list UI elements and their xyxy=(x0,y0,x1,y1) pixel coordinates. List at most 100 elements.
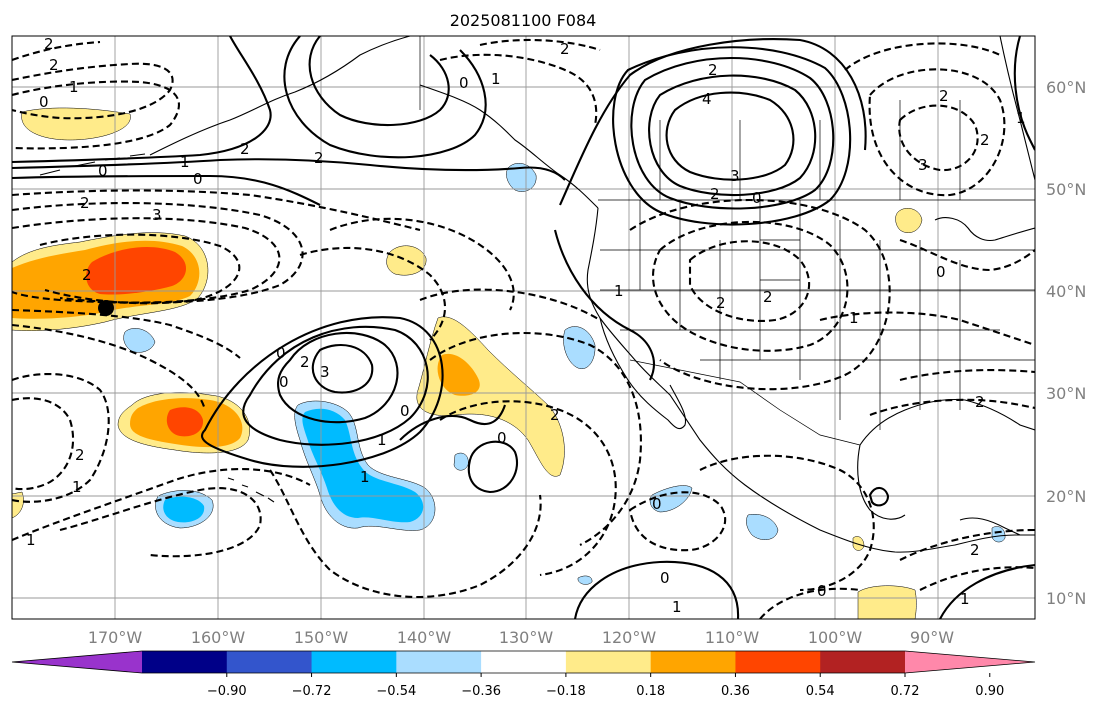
positive-contour xyxy=(311,343,374,394)
colorbar-segment xyxy=(142,651,228,673)
positive-contour xyxy=(283,36,487,159)
hawaii-islands xyxy=(227,477,275,503)
positive-contour xyxy=(467,440,519,494)
contour-label: 2 xyxy=(314,149,324,167)
contour-label: 2 xyxy=(710,185,720,203)
negative-anomaly-area xyxy=(577,575,593,585)
negative-contour xyxy=(919,566,1035,591)
longitude-label: 90°W xyxy=(910,628,954,647)
negative-contour xyxy=(12,201,304,304)
map-panel: 2 2 0 1 0 0 2 3 2 2 2 1 0 1 2 2 4 3 2 0 … xyxy=(12,35,1035,619)
positive-anomaly-area xyxy=(386,245,427,276)
negative-contour xyxy=(869,398,1035,416)
positive-anomaly-area xyxy=(86,247,187,295)
canada-east-coastline xyxy=(999,36,1035,181)
negative-anomaly-area xyxy=(563,326,596,370)
longitude-label: 100°W xyxy=(808,628,863,647)
negative-anomaly-area xyxy=(746,514,779,540)
negative-contour xyxy=(629,199,891,391)
contour-label: 0 xyxy=(936,263,946,281)
negative-anomaly-area xyxy=(302,408,424,523)
colorbar-ticks: −0.90 −0.72 −0.54 −0.36 −0.18 0.18 0.36 0.54 0.7… xyxy=(207,673,1004,699)
us-mexico-border xyxy=(629,359,861,446)
alaska-panhandle-coastline xyxy=(419,84,599,209)
positive-anomaly-area xyxy=(895,208,923,233)
negative-contour xyxy=(439,400,617,577)
contour-label: 2 xyxy=(763,288,773,306)
latitude-label: 60°N xyxy=(1046,78,1086,97)
positive-contour xyxy=(276,332,399,424)
positive-contour xyxy=(12,36,272,164)
contour-label: 1 xyxy=(614,282,624,300)
positive-contour xyxy=(665,91,795,181)
longitude-label: 110°W xyxy=(705,628,760,647)
contour-label: 1 xyxy=(72,478,82,496)
negative-contour xyxy=(899,239,1035,272)
negative-contour xyxy=(899,528,1035,561)
map-frame xyxy=(11,35,1036,620)
negative-contour xyxy=(439,53,598,126)
contour-label: 0 xyxy=(660,569,670,587)
contour-label: 2 xyxy=(49,56,59,74)
aleutian-islands xyxy=(39,153,146,176)
negative-anomaly-area xyxy=(123,328,156,353)
contour-label: 2 xyxy=(560,40,570,58)
negative-anomaly-area xyxy=(991,526,1006,543)
colorbar-segment xyxy=(650,651,736,673)
positive-contour xyxy=(630,56,835,210)
colorbar-tick-label: 0.36 xyxy=(721,684,750,699)
positive-contour xyxy=(612,46,852,226)
negative-anomaly-area xyxy=(453,452,469,471)
positive-contour xyxy=(308,36,450,127)
shaded-fields xyxy=(12,107,1006,619)
negative-contour xyxy=(479,38,601,51)
negative-contour xyxy=(819,311,1035,346)
colorbar-outline xyxy=(11,650,1036,674)
political-borders xyxy=(419,36,1035,446)
positive-contour xyxy=(559,38,867,206)
contour-label: 3 xyxy=(918,156,928,174)
colorbar-segment xyxy=(735,651,821,673)
negative-contour xyxy=(898,104,979,172)
longitude-label: 160°W xyxy=(191,628,246,647)
latitude-label: 50°N xyxy=(1046,180,1086,199)
negative-contour xyxy=(688,240,811,322)
negative-contour xyxy=(12,372,110,503)
positive-contour xyxy=(242,325,429,446)
contour-label: 3 xyxy=(152,206,162,224)
contour-label: 3 xyxy=(320,363,330,381)
contour-label: 2 xyxy=(980,131,990,149)
contour-label: 0 xyxy=(39,93,49,111)
longitude-label: 120°W xyxy=(602,628,657,647)
contour-label: 2 xyxy=(44,35,54,53)
colorbar: −0.90 −0.72 −0.54 −0.36 −0.18 0.18 0.36 0.54 0.7… xyxy=(11,650,1036,699)
negative-contour xyxy=(12,468,311,541)
alaska-coastline xyxy=(149,36,411,156)
negative-contour xyxy=(868,68,1006,197)
colorbar-segment xyxy=(820,651,906,673)
contour-label: 0 xyxy=(497,429,507,447)
map-title: 2025081100 F084 xyxy=(450,11,597,30)
colorbar-extend-low xyxy=(12,651,142,673)
contour-label: 2 xyxy=(300,353,310,371)
latitude-axis: 60°N 50°N 40°N 30°N 20°N 10°N xyxy=(1046,78,1086,608)
canada-province-borders xyxy=(659,100,961,200)
colorbar-segment xyxy=(565,651,652,673)
longitude-label: 170°W xyxy=(88,628,143,647)
colorbar-segment xyxy=(311,651,397,673)
contour-label: 2 xyxy=(716,294,726,312)
contour-label: 0 xyxy=(98,162,108,180)
contour-label: 1 xyxy=(360,468,370,486)
contour-label: 1 xyxy=(491,70,501,88)
contour-label: 0 xyxy=(193,170,203,188)
negative-contour xyxy=(699,454,875,592)
contour-label: 2 xyxy=(970,541,980,559)
contour-label: 2 xyxy=(975,393,985,411)
contours xyxy=(12,36,1035,619)
contour-label: 0 xyxy=(817,582,827,600)
contour-label: 1 xyxy=(26,531,36,549)
colorbar-tick-label: 0.90 xyxy=(975,684,1004,699)
contour-label: 2 xyxy=(75,446,85,464)
location-marker xyxy=(98,300,114,316)
contour-label: 3 xyxy=(730,167,740,185)
